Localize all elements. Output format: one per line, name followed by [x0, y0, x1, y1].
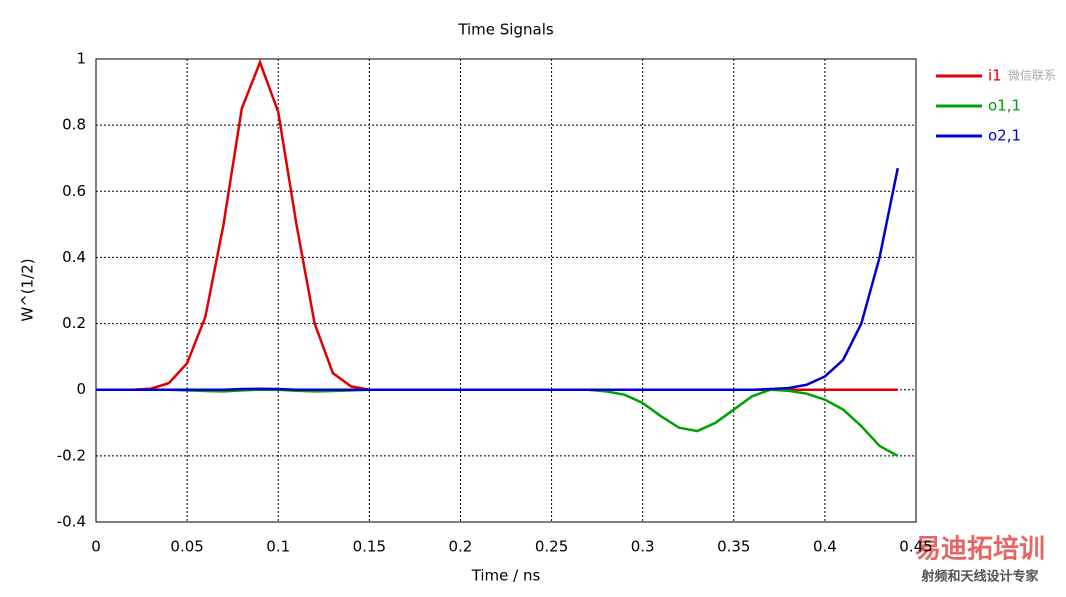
- series-line: [96, 388, 899, 457]
- series-line: [96, 58, 898, 391]
- y-tick-label: -0.4: [57, 513, 86, 531]
- y-tick-label: 0.2: [62, 314, 86, 332]
- x-tick-label: 0.4: [813, 538, 837, 556]
- legend-label: i1: [988, 67, 1002, 85]
- x-tick-label: 0.35: [717, 538, 750, 556]
- y-axis-label: W^(1/2): [19, 258, 37, 321]
- watermark: 射频和天线设计专家: [920, 569, 1039, 585]
- x-axis-label: Time / ns: [471, 567, 541, 585]
- chart-title: Time Signals: [457, 21, 554, 39]
- y-tick-label: 0.6: [62, 182, 86, 200]
- y-tick-label: 0.4: [62, 248, 86, 266]
- y-tick-label: 0.8: [62, 116, 86, 134]
- y-tick-label: -0.2: [57, 446, 86, 464]
- plot-frame: [95, 58, 917, 523]
- legend-label: o2,1: [988, 127, 1021, 145]
- x-tick-label: 0.05: [170, 538, 203, 556]
- y-tick-label: 0: [76, 380, 86, 398]
- x-tick-label: 0.2: [449, 538, 473, 556]
- x-tick-label: 0: [91, 538, 101, 556]
- y-tick-label: 1: [76, 50, 86, 68]
- x-tick-label: 0.25: [535, 538, 568, 556]
- watermark: 易迪拓培训: [915, 535, 1045, 565]
- x-tick-label: 0.1: [266, 538, 290, 556]
- x-tick-label: 0.3: [631, 538, 655, 556]
- x-tick-label: 0.45: [899, 538, 932, 556]
- series-line: [96, 167, 900, 391]
- x-tick-label: 0.15: [353, 538, 386, 556]
- legend-label: o1,1: [988, 97, 1021, 115]
- watermark: 微信联系: [1008, 69, 1056, 83]
